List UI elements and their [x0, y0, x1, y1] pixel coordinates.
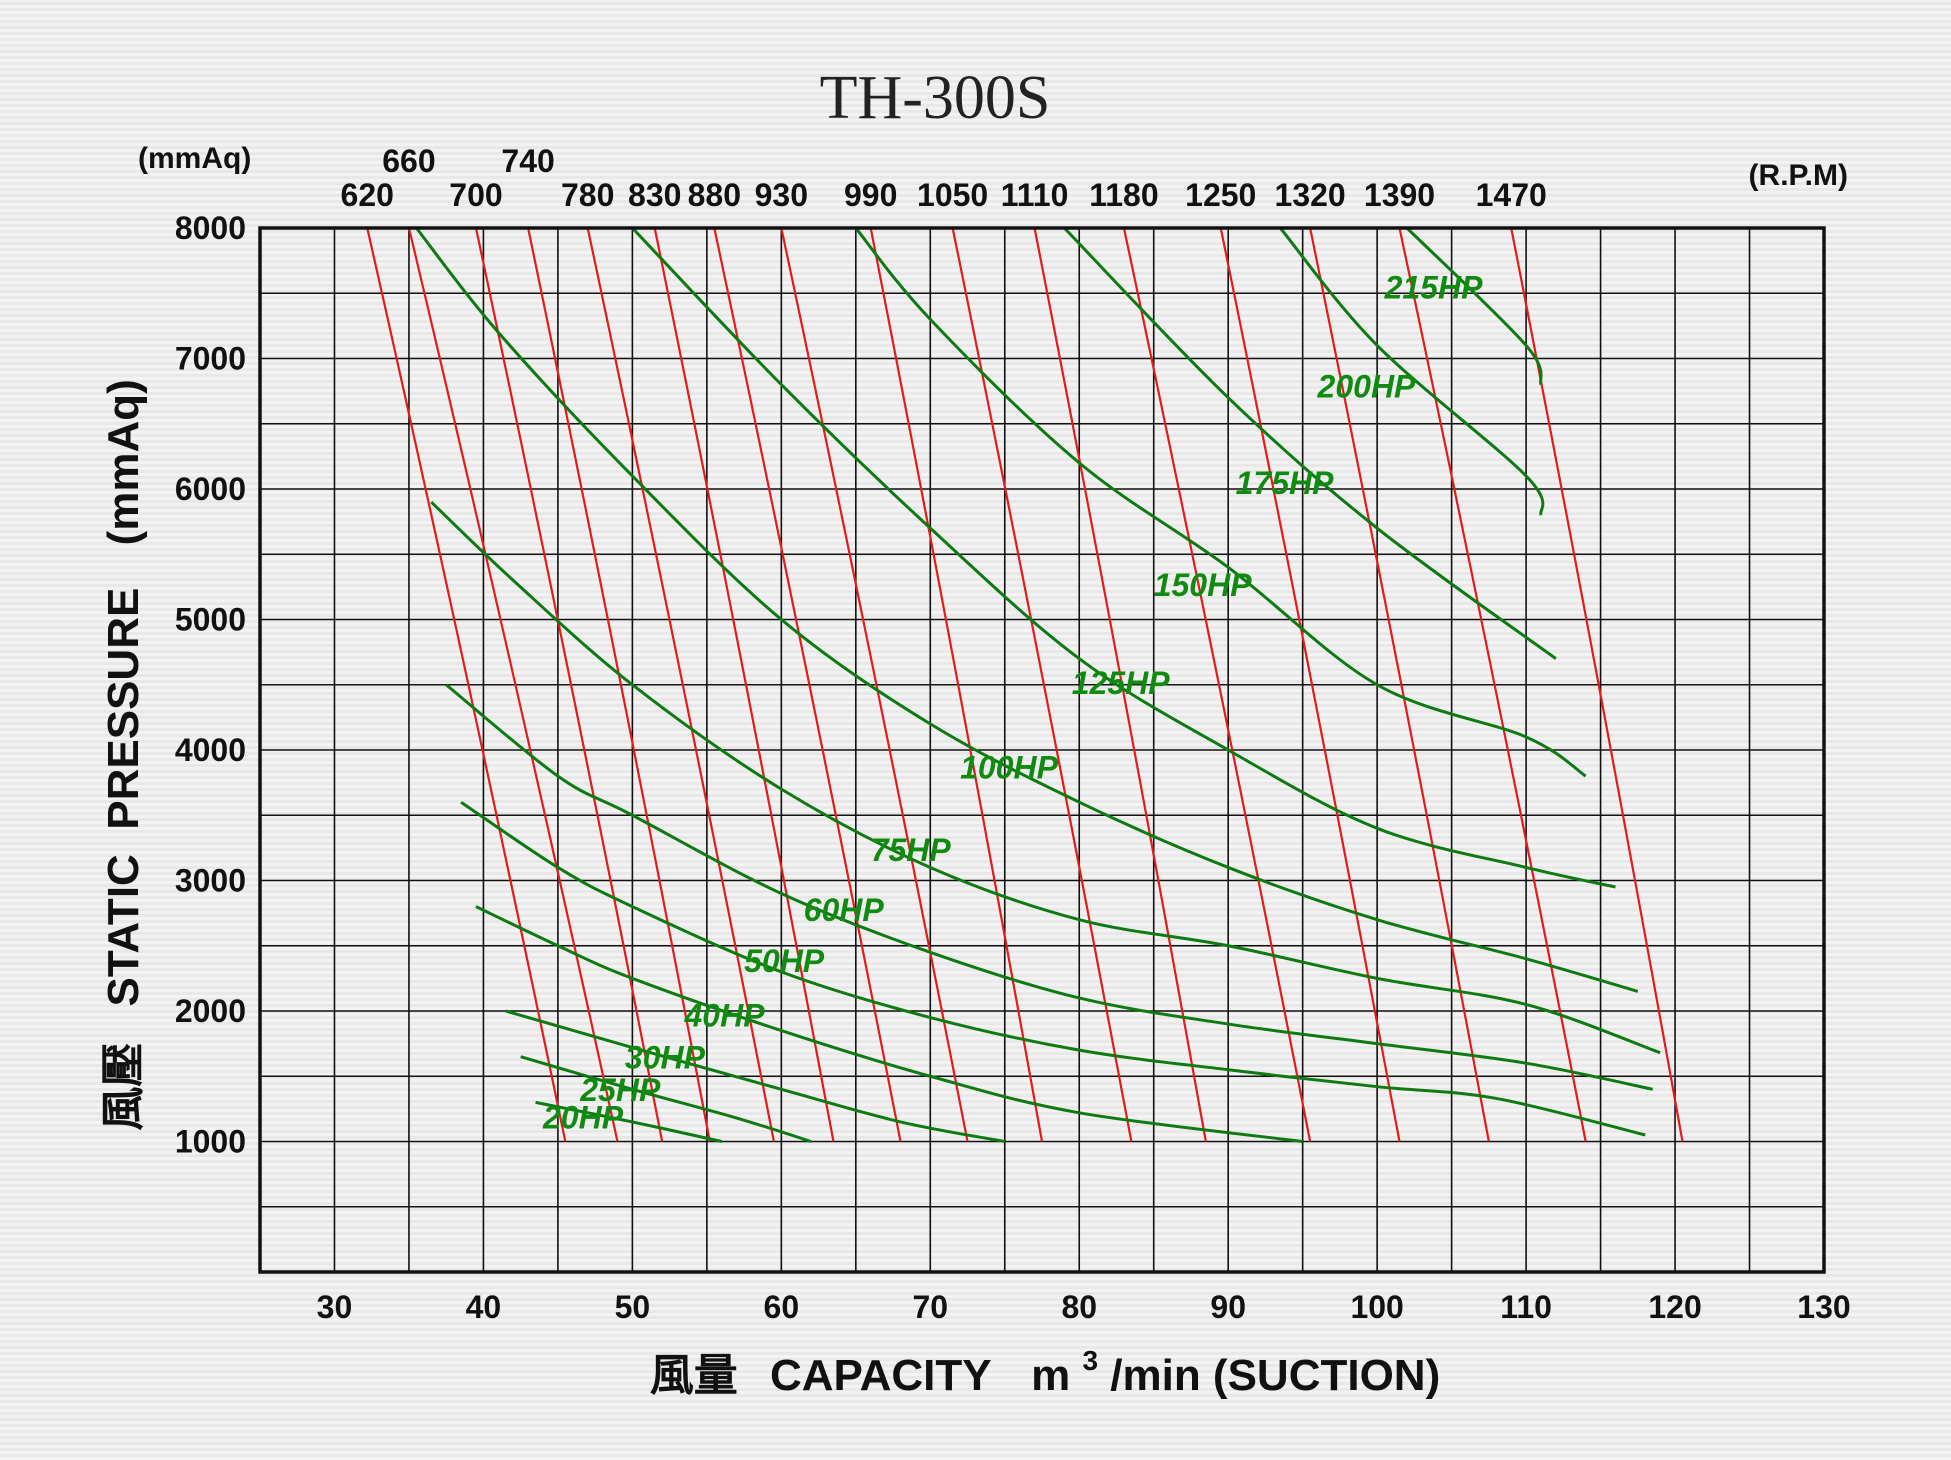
rpm-label-660: 660 — [382, 143, 435, 179]
rpm-curve-1390 — [1398, 227, 1587, 1142]
hp-label-25HP: 25HP — [579, 1072, 661, 1108]
hp-label-40HP: 40HP — [684, 998, 766, 1034]
rpm-label-740: 740 — [501, 143, 554, 179]
y-tick-label: 2000 — [175, 993, 246, 1029]
x-tick-label: 130 — [1797, 1289, 1850, 1325]
hp-curve-40HP — [475, 905, 1303, 1143]
chart-title: TH-300S — [820, 64, 1051, 132]
y-tick-label: 5000 — [175, 602, 246, 638]
x-tick-label: 40 — [466, 1289, 502, 1325]
x-tick-label: 30 — [317, 1289, 353, 1325]
rpm-curve-1180 — [1122, 227, 1312, 1142]
rpm-curve-1470 — [1510, 227, 1684, 1142]
rpm-label-1390: 1390 — [1364, 177, 1435, 213]
x-axis-label-unit: m — [1031, 1351, 1070, 1400]
x-axis-label-sup: 3 — [1082, 1345, 1098, 1376]
rpm-label-1470: 1470 — [1476, 177, 1547, 213]
rpm-curve-620 — [366, 227, 567, 1142]
hp-label-200HP: 200HP — [1317, 369, 1417, 405]
hp-label-215HP: 215HP — [1384, 269, 1484, 305]
plot-frame — [258, 226, 1826, 1274]
rpm-label-1180: 1180 — [1089, 177, 1158, 213]
hp-curve-100HP — [415, 227, 1639, 993]
rpm-label-700: 700 — [449, 177, 502, 213]
hp-curve-25HP — [520, 1055, 812, 1143]
rpm-label-1320: 1320 — [1275, 177, 1346, 213]
rpm-label-1050: 1050 — [917, 177, 988, 213]
hp-curve-50HP — [460, 800, 1646, 1137]
rpm-curve-930 — [780, 227, 969, 1142]
rpm-label-990: 990 — [844, 177, 897, 213]
x-axis-label-cn: 風量 — [650, 1350, 738, 1401]
x-tick-label: 50 — [615, 1289, 651, 1325]
x-axis-label-en: CAPACITY — [770, 1351, 991, 1400]
hp-curve-30HP — [505, 1009, 1006, 1143]
hp-label-30HP: 30HP — [625, 1039, 706, 1075]
rpm-curve-660 — [407, 227, 619, 1142]
hp-label-150HP: 150HP — [1154, 567, 1253, 603]
hp-curve-150HP — [854, 227, 1587, 778]
hp-label-125HP: 125HP — [1072, 665, 1171, 701]
rpm-curve-700 — [474, 227, 664, 1142]
hp-curve-60HP — [445, 683, 1654, 1091]
x-tick-label: 90 — [1210, 1289, 1246, 1325]
hp-label-175HP: 175HP — [1236, 465, 1335, 501]
hp-curves — [415, 226, 1661, 1143]
x-axis-label: 風量 CAPACITY m 3 /min (SUCTION) — [650, 1331, 1440, 1401]
hp-label-60HP: 60HP — [804, 892, 885, 928]
rpm-label-880: 880 — [688, 177, 741, 213]
x-tick-label: 120 — [1648, 1289, 1701, 1325]
hp-label-20HP: 20HP — [542, 1099, 624, 1135]
hp-curve-20HP — [535, 1100, 723, 1143]
rpm-label-620: 620 — [341, 177, 394, 213]
x-axis-label-rest: /min (SUCTION) — [1110, 1351, 1440, 1400]
y-tick-label: 8000 — [175, 210, 246, 246]
rpm-curve-880 — [713, 227, 902, 1142]
axis-ticks: 30 40 50 60 70 80 90 100 110 120 130 1000 2000 3000 40… — [175, 210, 1851, 1325]
x-tick-label: 100 — [1350, 1289, 1403, 1325]
rpm-label-830: 830 — [628, 177, 681, 213]
rpm-curve-780 — [586, 227, 775, 1142]
hp-curve-75HP — [430, 500, 1661, 1055]
hp-label-100HP: 100HP — [960, 750, 1059, 786]
y-unit-top-label: (mmAq) — [138, 142, 251, 175]
rpm-curve-1250 — [1219, 227, 1401, 1142]
y-tick-label: 4000 — [175, 732, 246, 768]
y-axis-label-en: STATIC PRESSURE — [99, 588, 148, 1007]
x-tick-label: 70 — [912, 1289, 948, 1325]
y-axis-label-cn: 風壓 — [98, 1043, 149, 1131]
rpm-curve-990 — [869, 227, 1044, 1142]
rpm-label-1110: 1110 — [1001, 177, 1069, 213]
hp-curve-215HP — [1405, 226, 1543, 386]
x-tick-label: 60 — [764, 1289, 800, 1325]
hp-curve-125HP — [631, 226, 1616, 889]
hp-label-75HP: 75HP — [871, 832, 952, 868]
rpm-curve-1110 — [1033, 227, 1207, 1142]
y-tick-label: 7000 — [175, 341, 246, 377]
hp-curve-200HP — [1279, 227, 1545, 516]
y-axis-label: 風壓 STATIC PRESSURE (mmAq) — [98, 379, 149, 1131]
rpm-curve-830 — [653, 227, 835, 1142]
rpm-unit-label: (R.P.M) — [1749, 159, 1848, 192]
y-tick-label: 3000 — [175, 863, 246, 899]
rpm-curve-1320 — [1309, 227, 1490, 1142]
y-axis-label-unit: (mmAq) — [99, 379, 148, 545]
x-tick-label: 80 — [1061, 1289, 1097, 1325]
rpm-label-930: 930 — [755, 177, 808, 213]
hp-curve-175HP — [1063, 226, 1557, 660]
rpm-label-1250: 1250 — [1185, 177, 1256, 213]
hp-label-50HP: 50HP — [744, 943, 825, 979]
y-tick-label: 6000 — [175, 471, 246, 507]
rpm-label-780: 780 — [561, 177, 614, 213]
x-tick-label: 110 — [1500, 1289, 1552, 1325]
y-tick-label: 1000 — [175, 1124, 246, 1160]
